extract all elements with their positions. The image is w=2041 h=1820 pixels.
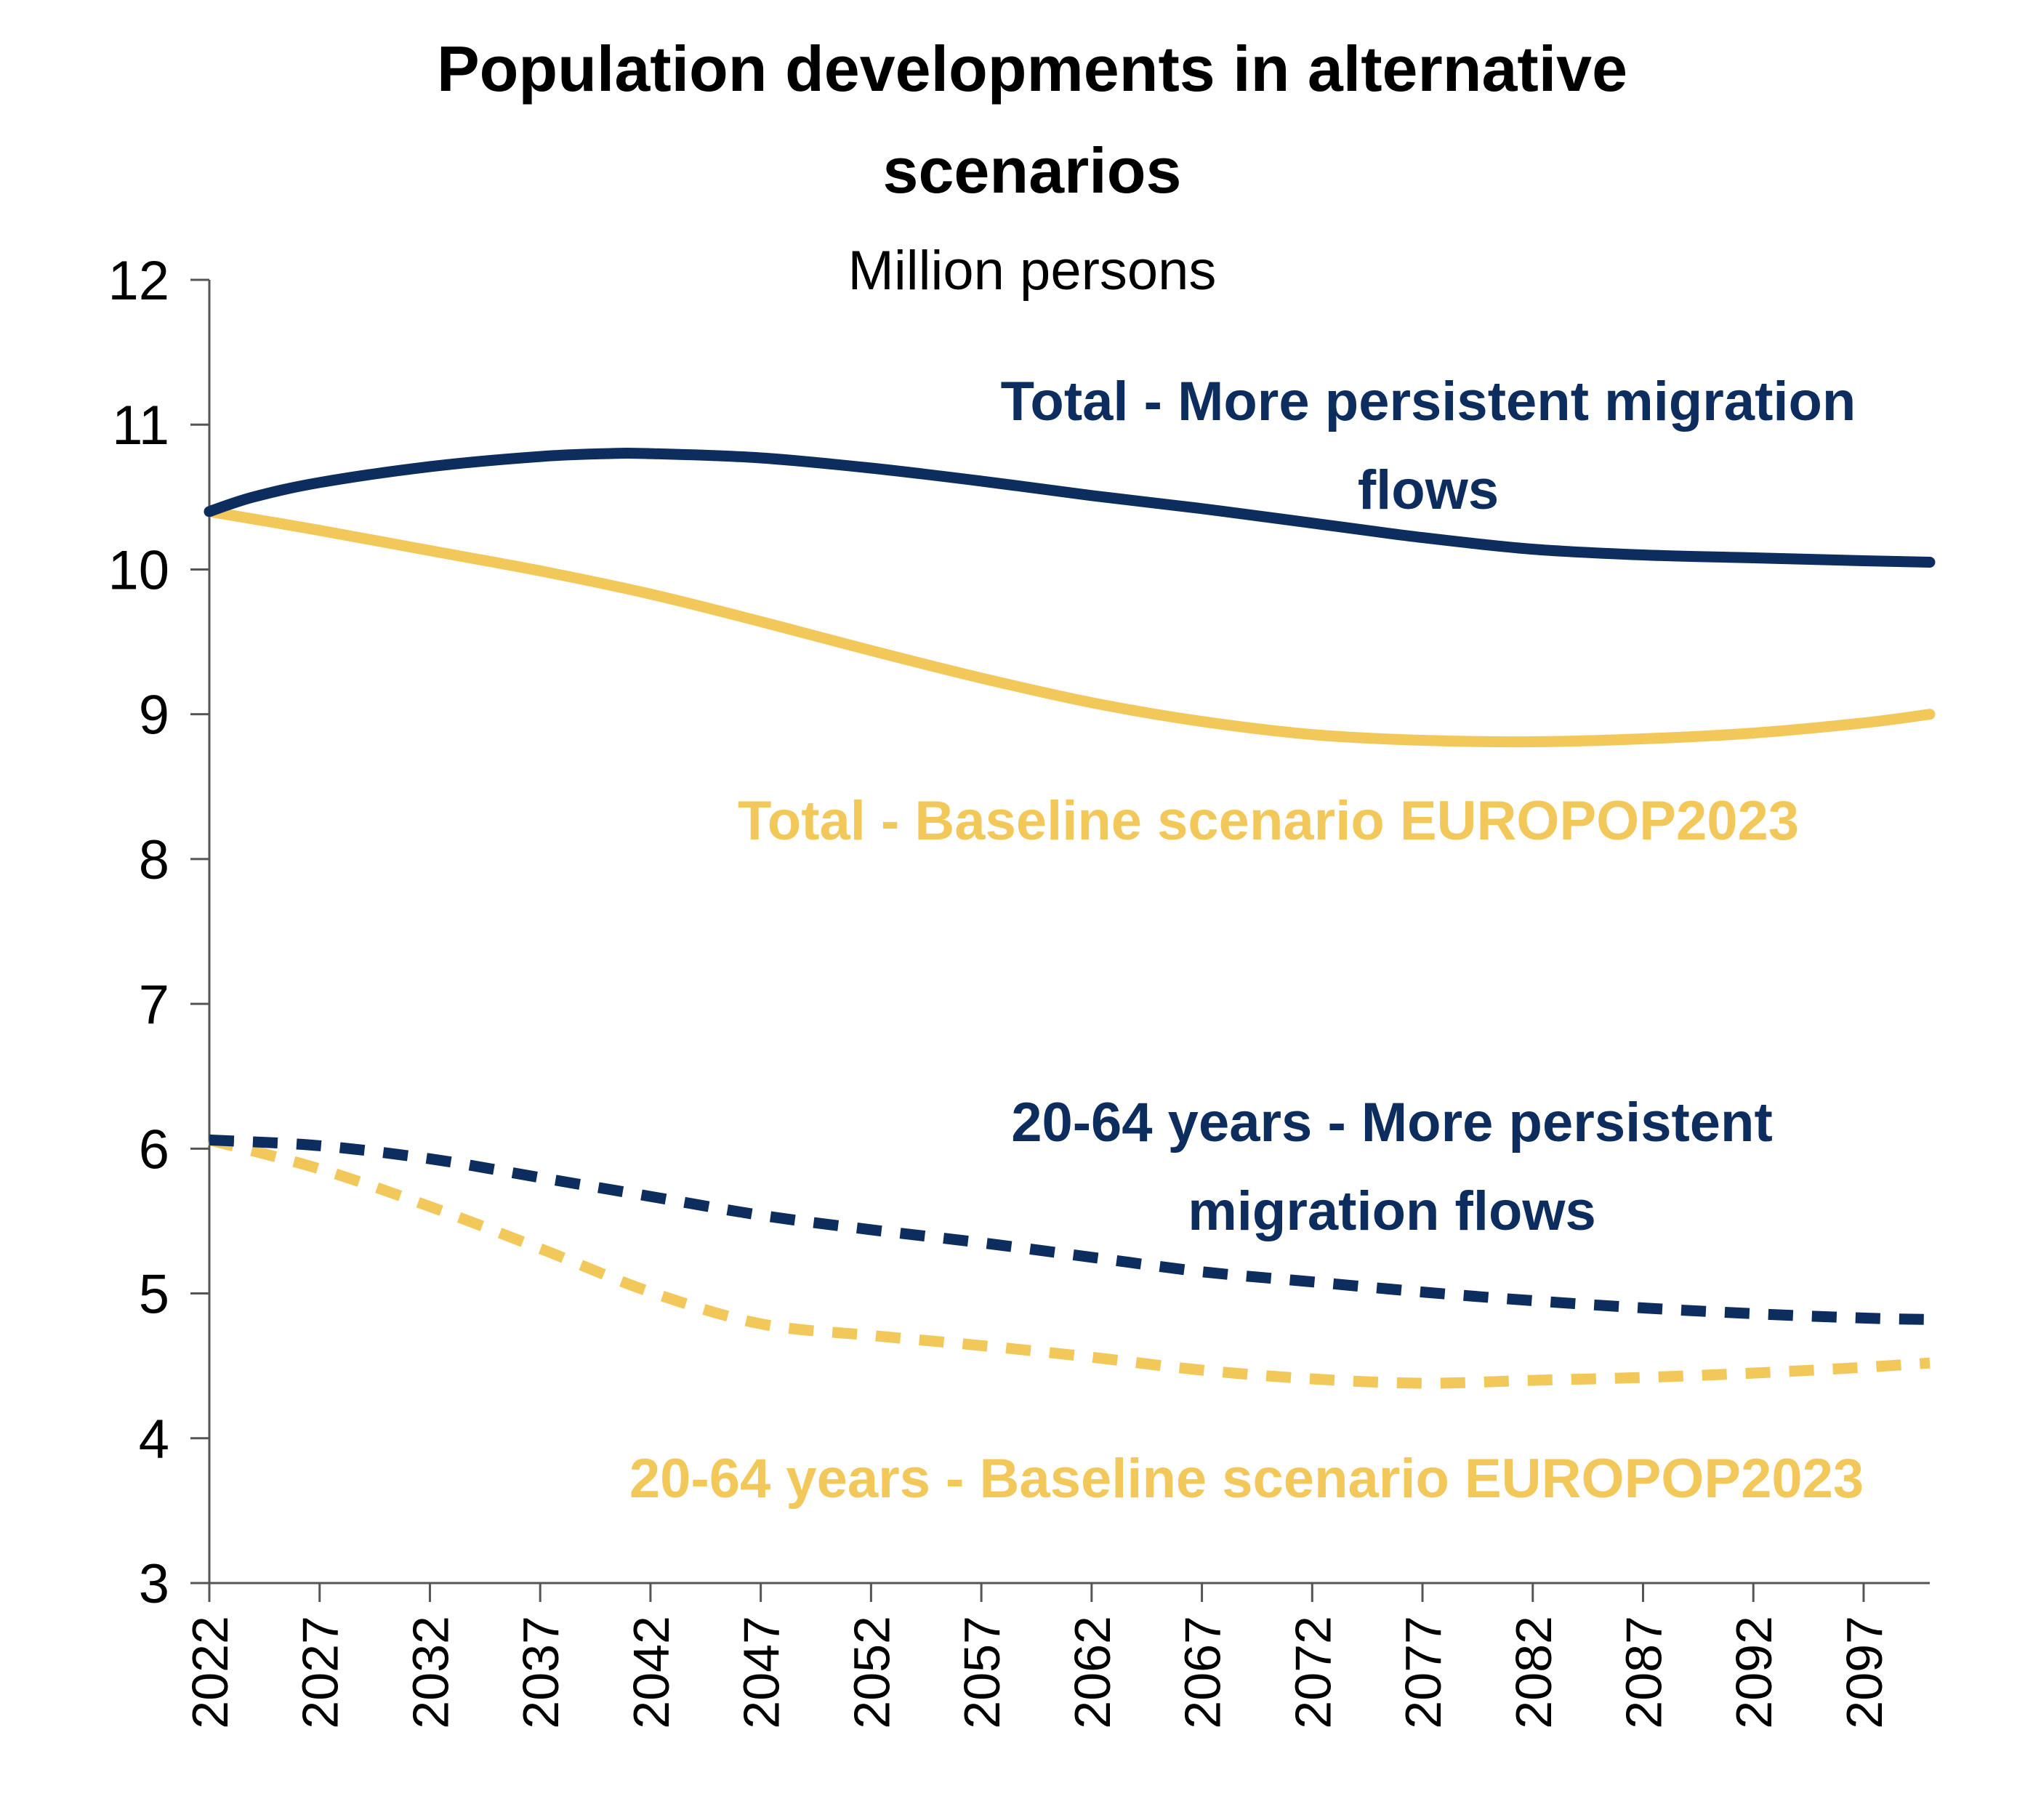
series-label-2064-baseline: 20-64 years - Baseline scenario EUROPOP2… (629, 1448, 1864, 1510)
y-tick-label: 11 (112, 395, 169, 456)
x-tick-label: 2037 (512, 1616, 569, 1729)
x-tick-label: 2062 (1064, 1616, 1121, 1729)
chart-title-line-1: Population developments in alternative (437, 33, 1627, 105)
series-line-2064-baseline (208, 1135, 1931, 1389)
y-tick-label: 12 (108, 250, 169, 312)
series-label-total-persistent: Total - More persistent migration (1001, 371, 1856, 432)
x-tick-label: 2087 (1616, 1616, 1672, 1729)
y-tick-label: 3 (139, 1553, 169, 1615)
series-line-total-baseline (204, 506, 1936, 748)
y-tick-label: 10 (108, 539, 169, 601)
x-tick-label: 2082 (1505, 1616, 1562, 1729)
y-tick-label: 9 (139, 685, 169, 746)
series-label-total-baseline: Total - Baseline scenario EUROPOP2023 (738, 790, 1799, 852)
series-line-total-persistent (204, 447, 1936, 568)
x-tick-label: 2052 (843, 1616, 900, 1729)
x-tick-label: 2032 (402, 1616, 459, 1729)
x-tick-label: 2057 (954, 1616, 1010, 1729)
x-tick-label: 2047 (733, 1616, 790, 1729)
y-tick-label: 6 (139, 1119, 169, 1180)
y-tick-label: 7 (139, 974, 169, 1036)
y-tick-label: 4 (139, 1409, 169, 1470)
x-tick-label: 2022 (182, 1616, 238, 1729)
y-tick-label: 5 (139, 1264, 169, 1326)
x-tick-label: 2092 (1726, 1616, 1782, 1729)
chart-subtitle: Million persons (848, 240, 1217, 302)
series-lines (204, 447, 1936, 1389)
x-tick-label: 2097 (1836, 1616, 1893, 1729)
x-tick-label: 2072 (1284, 1616, 1341, 1729)
x-tick-label: 2042 (623, 1616, 680, 1729)
x-tick-label: 2027 (292, 1616, 349, 1729)
series-labels: Total - More persistent migration flows To… (629, 371, 1864, 1510)
y-axis: 3 4 5 6 7 8 9 10 11 12 (108, 250, 211, 1615)
x-tick-label: 2077 (1395, 1616, 1452, 1729)
series-label-2064-persistent: migration flows (1188, 1180, 1596, 1242)
series-label-total-persistent: flows (1358, 459, 1499, 521)
series-line-2064-persistent (209, 1134, 1931, 1325)
x-axis: 2022 2027 2032 2037 2042 2047 2052 2057 2062 2067… (182, 1582, 1930, 1729)
y-tick-label: 8 (139, 829, 169, 891)
x-tick-label: 2067 (1175, 1616, 1231, 1729)
chart-title-line-2: scenarios (883, 134, 1182, 206)
series-label-2064-persistent: 20-64 years - More persistent (1011, 1092, 1773, 1153)
